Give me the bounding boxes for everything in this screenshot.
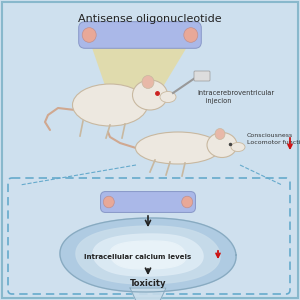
- Ellipse shape: [207, 133, 237, 158]
- Polygon shape: [60, 218, 236, 292]
- FancyBboxPatch shape: [79, 22, 201, 48]
- Polygon shape: [90, 42, 190, 100]
- Ellipse shape: [182, 196, 193, 208]
- Text: Intracerebroventricular
    injecion: Intracerebroventricular injecion: [197, 90, 274, 104]
- Ellipse shape: [142, 76, 154, 88]
- Ellipse shape: [82, 28, 96, 42]
- Text: Antisense oligonucleotide: Antisense oligonucleotide: [78, 14, 222, 24]
- Ellipse shape: [73, 84, 148, 126]
- Text: Consciousness
Locomotor function: Consciousness Locomotor function: [247, 133, 300, 145]
- Polygon shape: [93, 234, 203, 276]
- Ellipse shape: [184, 28, 198, 42]
- FancyBboxPatch shape: [194, 71, 210, 81]
- Ellipse shape: [160, 92, 176, 103]
- FancyBboxPatch shape: [100, 192, 196, 212]
- Ellipse shape: [133, 80, 167, 110]
- FancyBboxPatch shape: [8, 178, 290, 294]
- Ellipse shape: [215, 128, 225, 140]
- Ellipse shape: [231, 142, 245, 152]
- Text: Intracellular calcium levels: Intracellular calcium levels: [84, 254, 192, 260]
- Polygon shape: [110, 241, 186, 269]
- Ellipse shape: [136, 132, 220, 164]
- Polygon shape: [130, 288, 166, 300]
- FancyBboxPatch shape: [2, 2, 298, 298]
- Text: Toxicity: Toxicity: [130, 280, 166, 289]
- Ellipse shape: [103, 196, 114, 208]
- Polygon shape: [76, 226, 220, 284]
